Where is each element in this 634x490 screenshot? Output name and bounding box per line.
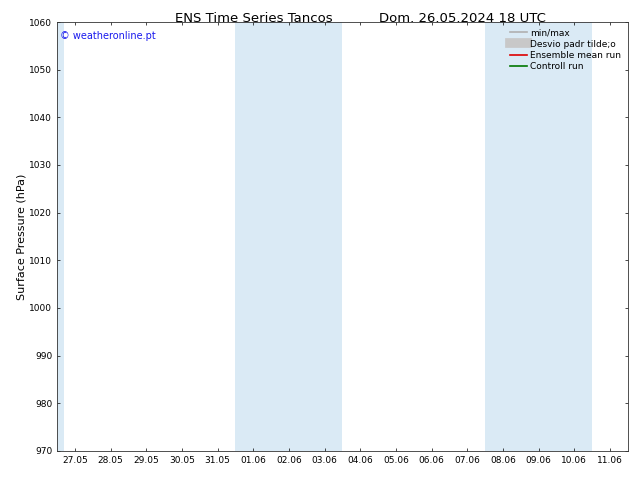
Y-axis label: Surface Pressure (hPa): Surface Pressure (hPa) bbox=[16, 173, 27, 299]
Text: Dom. 26.05.2024 18 UTC: Dom. 26.05.2024 18 UTC bbox=[379, 12, 547, 25]
Bar bbox=[57, 22, 64, 451]
Text: © weatheronline.pt: © weatheronline.pt bbox=[60, 30, 156, 41]
Text: ENS Time Series Tancos: ENS Time Series Tancos bbox=[175, 12, 332, 25]
Legend: min/max, Desvio padr tilde;o, Ensemble mean run, Controll run: min/max, Desvio padr tilde;o, Ensemble m… bbox=[508, 26, 623, 73]
Bar bbox=[485, 22, 592, 451]
Bar bbox=[235, 22, 342, 451]
